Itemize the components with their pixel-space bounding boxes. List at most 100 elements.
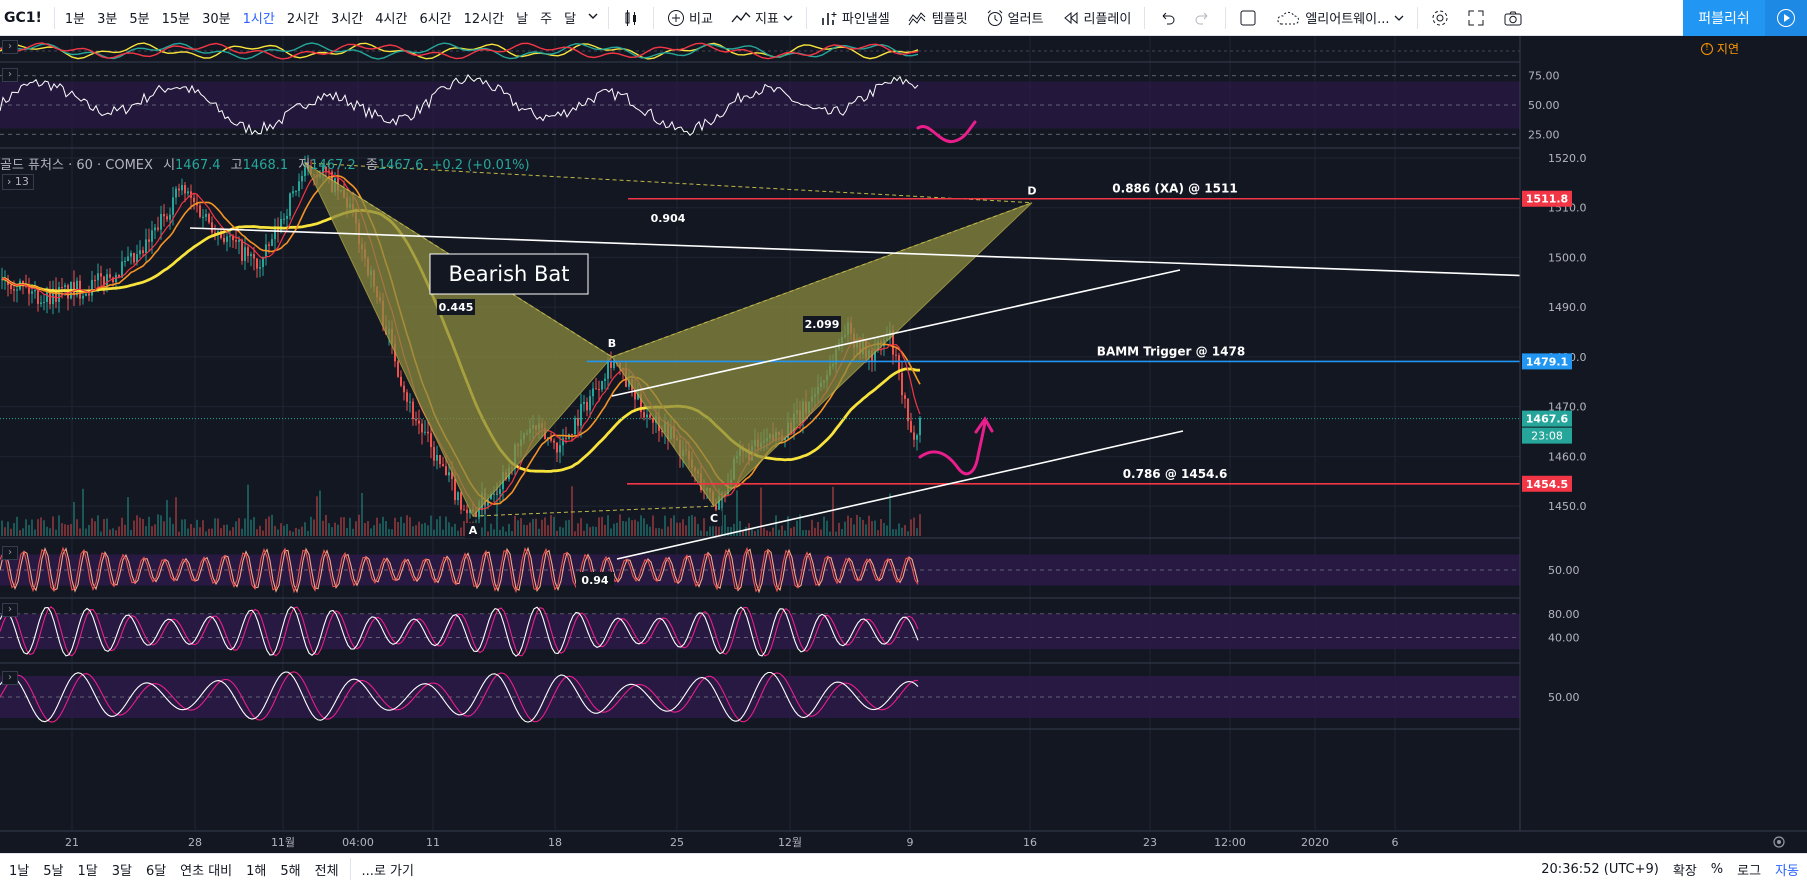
candle-body bbox=[118, 274, 120, 278]
interval-1[interactable]: 3분 bbox=[97, 12, 118, 27]
time-axis[interactable]: 21 28 11월 04:00 11 18 25 12월 9 16 23 12:00 2020 6 bbox=[0, 830, 1807, 853]
range-1[interactable]: 5날 bbox=[43, 863, 64, 879]
pane-toggle-osc-3[interactable]: › bbox=[2, 671, 18, 685]
chart-area[interactable]: A B C D 0.445 0.94 2.099 0.904 Bearish Bat 0.886… bbox=[0, 36, 1807, 853]
snapshot-button[interactable] bbox=[1494, 0, 1532, 36]
price-axis[interactable]: 75.0050.0025.001520.01510.01500.01490.01… bbox=[1519, 36, 1807, 853]
range-4[interactable]: 6달 bbox=[145, 863, 167, 879]
upper-trendline[interactable] bbox=[189, 227, 1536, 277]
volume-bar bbox=[520, 518, 522, 536]
interval-13[interactable]: 달 bbox=[564, 12, 577, 27]
range-0[interactable]: 1날 bbox=[9, 863, 30, 879]
volume-bar bbox=[661, 528, 663, 536]
candle-body bbox=[55, 288, 57, 302]
interval-4[interactable]: 30분 bbox=[202, 12, 231, 27]
drawing-overlays[interactable] bbox=[189, 227, 1536, 560]
templates-button[interactable]: 템플릿 bbox=[899, 0, 977, 36]
ratio-label-1[interactable]: 0.94 bbox=[576, 572, 614, 588]
fullscreen-button[interactable] bbox=[1458, 0, 1494, 36]
goto-date-button[interactable]: ...로 가기 bbox=[361, 863, 414, 879]
pane-toggle-osc-2[interactable]: › bbox=[2, 603, 18, 617]
settings-button[interactable] bbox=[1422, 0, 1458, 36]
candle-body bbox=[166, 216, 168, 220]
price-badge-0[interactable]: 1511.8 bbox=[1522, 190, 1572, 207]
pattern-point-d[interactable]: D bbox=[1024, 183, 1040, 199]
volume-bar bbox=[613, 523, 615, 536]
expand-toggle[interactable]: 확장 bbox=[1672, 864, 1697, 879]
volume-bar bbox=[793, 526, 795, 536]
level-1[interactable]: BAMM Trigger @ 1478 bbox=[587, 344, 1520, 363]
interval-9[interactable]: 6시간 bbox=[419, 12, 452, 27]
log-toggle[interactable]: 로그 bbox=[1737, 864, 1762, 879]
volume-bar bbox=[178, 531, 180, 536]
redo-button[interactable] bbox=[1185, 0, 1221, 36]
channel-lower-line[interactable] bbox=[616, 430, 1184, 560]
interval-8[interactable]: 4시간 bbox=[375, 12, 408, 27]
clock[interactable]: 20:36:52 (UTC+9) bbox=[1541, 862, 1659, 877]
interval-12[interactable]: 주 bbox=[540, 12, 553, 27]
auto-toggle[interactable]: 자동 bbox=[1775, 864, 1799, 879]
interval-7[interactable]: 3시간 bbox=[331, 12, 364, 27]
delay-badge[interactable]: ! 지연 bbox=[1700, 40, 1739, 57]
publish-button[interactable]: 퍼블리쉬 bbox=[1683, 0, 1765, 36]
price-badge-3[interactable]: 1454.5 bbox=[1522, 475, 1572, 492]
volume-bar bbox=[754, 531, 756, 536]
layout-button[interactable]: 엘리어트웨이... bbox=[1266, 0, 1412, 36]
indicator-count-badge[interactable]: › 13 bbox=[2, 174, 34, 190]
pine-editor-button[interactable]: 파인낼셀 bbox=[811, 0, 899, 36]
candle-body bbox=[562, 438, 564, 446]
interval-dropdown[interactable] bbox=[582, 10, 604, 25]
play-button[interactable] bbox=[1765, 0, 1807, 36]
volume-bar bbox=[622, 520, 624, 536]
interval-3[interactable]: 15분 bbox=[161, 12, 191, 27]
channel-upper-line[interactable] bbox=[611, 269, 1181, 397]
pattern-point-b[interactable]: B bbox=[604, 335, 620, 351]
ratio-label-text: 2.099 bbox=[805, 318, 840, 331]
price-levels[interactable]: 0.886 (XA) @ 1511 BAMM Trigger @ 1478 0.78… bbox=[587, 182, 1520, 485]
pane-toggle-rsi[interactable]: › bbox=[2, 68, 18, 82]
chart-settings-gear[interactable] bbox=[1773, 836, 1785, 848]
chart-style-button[interactable] bbox=[613, 0, 649, 36]
rewind-icon bbox=[1063, 11, 1077, 24]
series-legend[interactable]: 골드 퓨처스 · 60 · COMEX 시1467.4 고1468.1 저146… bbox=[0, 154, 530, 173]
range-2[interactable]: 1달 bbox=[77, 863, 98, 879]
bearish-bat-pattern[interactable]: A B C D 0.445 0.94 2.099 0.904 Bearish Bat bbox=[303, 161, 1040, 588]
ratio-label-0[interactable]: 0.445 bbox=[437, 299, 475, 315]
ratio-label-3[interactable]: 0.904 bbox=[649, 210, 687, 226]
interval-6[interactable]: 2시간 bbox=[286, 12, 320, 27]
interval-0[interactable]: 1분 bbox=[64, 12, 86, 27]
ratio-label-2[interactable]: 2.099 bbox=[803, 316, 841, 332]
price-badge-1[interactable]: 1479.1 bbox=[1522, 353, 1572, 370]
volume-bar bbox=[253, 517, 255, 536]
range-7[interactable]: 5해 bbox=[280, 863, 301, 879]
level-2[interactable]: 0.786 @ 1454.6 bbox=[627, 467, 1520, 485]
fullscreen-chart-button[interactable] bbox=[1230, 0, 1266, 36]
interval-10[interactable]: 12시간 bbox=[463, 12, 505, 27]
range-6[interactable]: 1해 bbox=[246, 863, 267, 879]
price-badge-2[interactable]: 1467.6 bbox=[1522, 410, 1572, 427]
range-5[interactable]: 연초 대비 bbox=[180, 863, 233, 879]
pattern-bcd-triangle[interactable] bbox=[611, 202, 1033, 507]
replay-button[interactable]: 리플레이 bbox=[1053, 0, 1141, 36]
interval-2[interactable]: 5분 bbox=[129, 12, 150, 27]
pattern-title-box[interactable]: Bearish Bat bbox=[429, 253, 589, 295]
range-8[interactable]: 전체 bbox=[314, 863, 339, 879]
volume-bar bbox=[43, 520, 45, 536]
candle-body bbox=[406, 392, 408, 402]
interval-5[interactable]: 1시간 bbox=[242, 12, 275, 27]
pattern-point-c[interactable]: C bbox=[706, 511, 722, 527]
undo-button[interactable] bbox=[1149, 0, 1185, 36]
chart-canvas[interactable]: A B C D 0.445 0.94 2.099 0.904 Bearish Bat 0.886… bbox=[0, 36, 1807, 853]
candle-body bbox=[292, 191, 294, 194]
indicators-button[interactable]: 지표 bbox=[722, 0, 802, 36]
interval-11[interactable]: 날 bbox=[516, 12, 529, 27]
percent-toggle[interactable]: % bbox=[1710, 862, 1724, 877]
range-3[interactable]: 3달 bbox=[111, 863, 132, 879]
pane-toggle-osc-1[interactable]: › bbox=[2, 546, 18, 560]
pattern-point-a[interactable]: A bbox=[465, 523, 481, 539]
level-0[interactable]: 0.886 (XA) @ 1511 bbox=[628, 182, 1520, 200]
symbol-search[interactable]: GC1! bbox=[4, 9, 42, 26]
compare-button[interactable]: 비교 bbox=[658, 0, 722, 36]
alert-button[interactable]: 얼러트 bbox=[977, 0, 1053, 36]
pane-toggle-volume-osc[interactable]: › bbox=[2, 40, 18, 54]
